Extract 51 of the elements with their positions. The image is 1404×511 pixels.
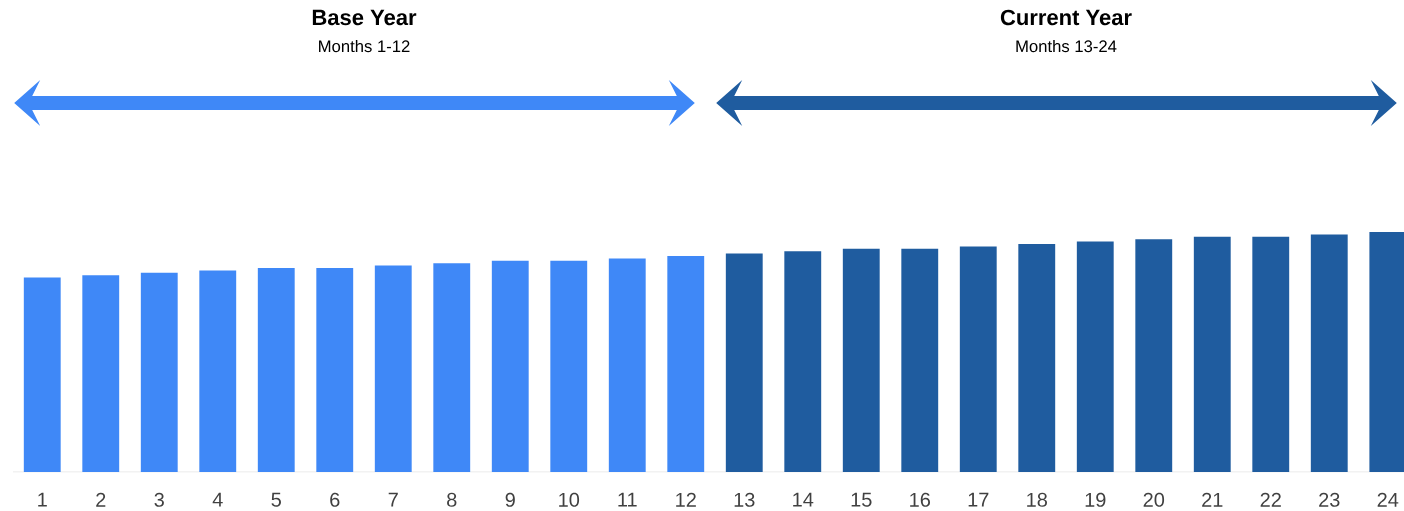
bar	[842, 248, 880, 472]
x-tick-label: 15	[851, 492, 872, 507]
bar	[140, 272, 178, 472]
bar	[1135, 239, 1173, 472]
bar	[491, 260, 529, 472]
bar	[433, 263, 471, 472]
x-tick-label: 16	[910, 492, 930, 507]
bar	[901, 248, 939, 472]
x-tick-label: 8	[447, 492, 457, 507]
bar	[784, 251, 822, 472]
x-tick-label: 14	[793, 492, 814, 507]
bar	[1193, 236, 1231, 472]
x-tick-label: 2	[96, 492, 106, 507]
bar	[316, 268, 354, 472]
bar	[959, 246, 997, 472]
x-tick-label: 1	[38, 492, 47, 507]
bar	[608, 258, 646, 472]
x-tick-label: 22	[1260, 492, 1281, 507]
x-tick-label: 13	[734, 492, 755, 507]
x-tick-label: 10	[559, 492, 580, 507]
x-tick-label: 24	[1377, 492, 1399, 507]
bar	[23, 277, 61, 472]
bar	[1310, 234, 1348, 472]
x-tick-label: 3	[154, 492, 164, 507]
bar	[1252, 236, 1290, 472]
bar	[257, 268, 295, 472]
bar	[1018, 244, 1056, 472]
x-tick-label: 21	[1202, 492, 1223, 507]
x-tick-label: 12	[676, 492, 696, 507]
x-tick-label: 23	[1319, 492, 1340, 507]
x-tick-label: 18	[1027, 492, 1047, 507]
x-tick-label: 6	[330, 492, 340, 507]
x-tick-label: 9	[505, 492, 515, 507]
x-tick-label: 7	[388, 492, 398, 507]
x-tick-label: 4	[212, 492, 223, 507]
x-tick-label: 17	[968, 492, 989, 507]
x-tick-label: 11	[618, 492, 637, 507]
bar	[82, 275, 120, 472]
bar	[667, 256, 705, 472]
bar	[374, 265, 412, 472]
bar	[199, 270, 237, 472]
text: Current Year	[1000, 9, 1132, 26]
bar	[550, 260, 588, 472]
text: Months 1-12	[319, 39, 410, 53]
text: Base Year	[312, 9, 417, 26]
text: Months 13-24	[1016, 39, 1117, 53]
x-tick-label: 20	[1143, 492, 1165, 507]
x-tick-label: 19	[1085, 492, 1106, 507]
x-tick-label: 5	[271, 492, 281, 507]
bar	[1076, 241, 1114, 472]
bar	[725, 253, 763, 472]
